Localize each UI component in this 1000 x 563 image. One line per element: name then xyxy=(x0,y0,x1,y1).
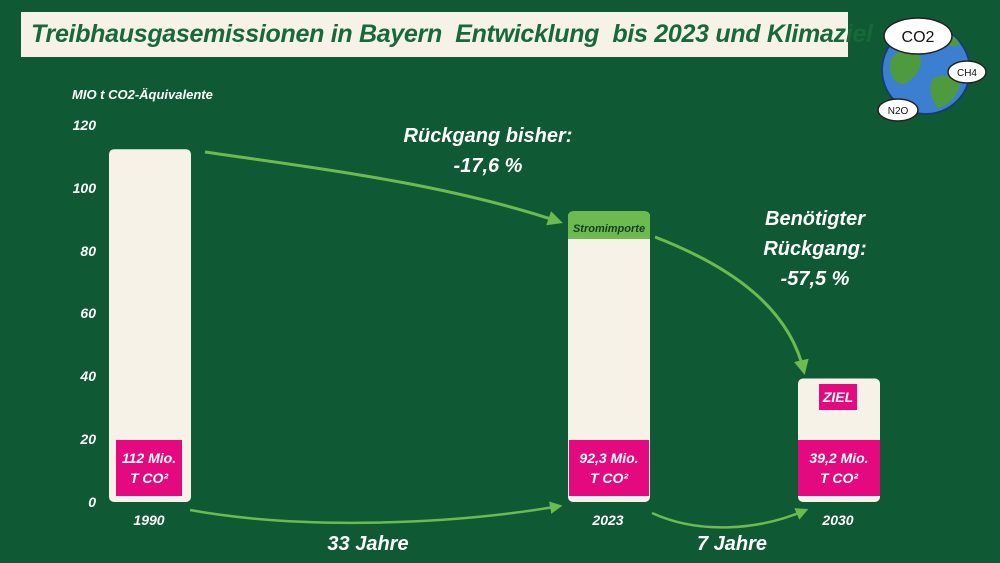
arrow-span-7 xyxy=(651,508,809,529)
ziel-badge: ZIEL xyxy=(819,384,857,410)
bar-label-1990: 112 Mio. T CO² xyxy=(116,440,182,496)
arrow-2023-2030 xyxy=(654,235,809,375)
y-tick-100: 100 xyxy=(72,180,96,196)
bar-label-1990-line1: 112 Mio. xyxy=(121,450,177,466)
x-tick-2023: 2023 xyxy=(592,512,624,528)
bar-2023 xyxy=(568,211,650,502)
span-33-years: 33 Jahre xyxy=(327,533,409,555)
y-tick-20: 20 xyxy=(80,431,96,447)
title-banner: Treibhausgasemissionen in Bayern Entwick… xyxy=(21,12,873,57)
bar-label-2030-line2: T CO² xyxy=(819,470,859,486)
bar-1990 xyxy=(109,149,191,502)
illustration-label-co2: CO2 xyxy=(902,29,935,46)
annotation-reduction-needed: Benötigter Rückgang: -57,5 % xyxy=(735,204,895,294)
y-tick-120: 120 xyxy=(72,117,96,133)
bar-label-2023-line1: 92,3 Mio. xyxy=(579,450,639,466)
y-tick-80: 80 xyxy=(80,243,96,259)
earth-globe-icon: CO2 CH4 N2O xyxy=(877,17,987,122)
bar-label-1990-line2: T CO² xyxy=(129,470,169,486)
reduction-needed-line2: Rückgang: xyxy=(763,238,867,260)
reduction-needed-line1: Benötigter xyxy=(765,208,865,230)
x-tick-1990: 1990 xyxy=(133,512,165,528)
illustration-label-n2o: N2O xyxy=(888,106,909,117)
co2-cloud xyxy=(883,17,953,55)
annotation-reduction-so-far: Rückgang bisher: -17,6 % xyxy=(388,121,588,181)
arrow-span-33 xyxy=(189,501,563,525)
y-axis-label: MIO t CO2-Äquivalente xyxy=(72,87,213,102)
span-7-years: 7 Jahre xyxy=(696,533,768,555)
reduction-needed-value: -57,5 % xyxy=(780,268,850,290)
y-tick-40: 40 xyxy=(80,368,96,384)
illustration-label-ch4: CH4 xyxy=(957,68,977,79)
stromimporte-segment-label: Stromimporte xyxy=(568,219,650,239)
arrow-1990-2023 xyxy=(204,150,563,226)
bar-label-2030-line1: 39,2 Mio. xyxy=(809,450,869,466)
bar-label-2023: 92,3 Mio. T CO² xyxy=(569,440,649,496)
x-tick-2030: 2030 xyxy=(822,512,854,528)
reduction-so-far-value: -17,6 % xyxy=(453,155,523,177)
y-tick-60: 60 xyxy=(80,305,96,321)
y-tick-0: 0 xyxy=(88,494,96,510)
page-title: Treibhausgasemissionen in Bayern Entwick… xyxy=(31,20,873,48)
reduction-so-far-line1: Rückgang bisher: xyxy=(403,125,573,147)
bar-label-2023-line2: T CO² xyxy=(589,470,629,486)
bar-label-2030: 39,2 Mio. T CO² xyxy=(798,440,880,496)
